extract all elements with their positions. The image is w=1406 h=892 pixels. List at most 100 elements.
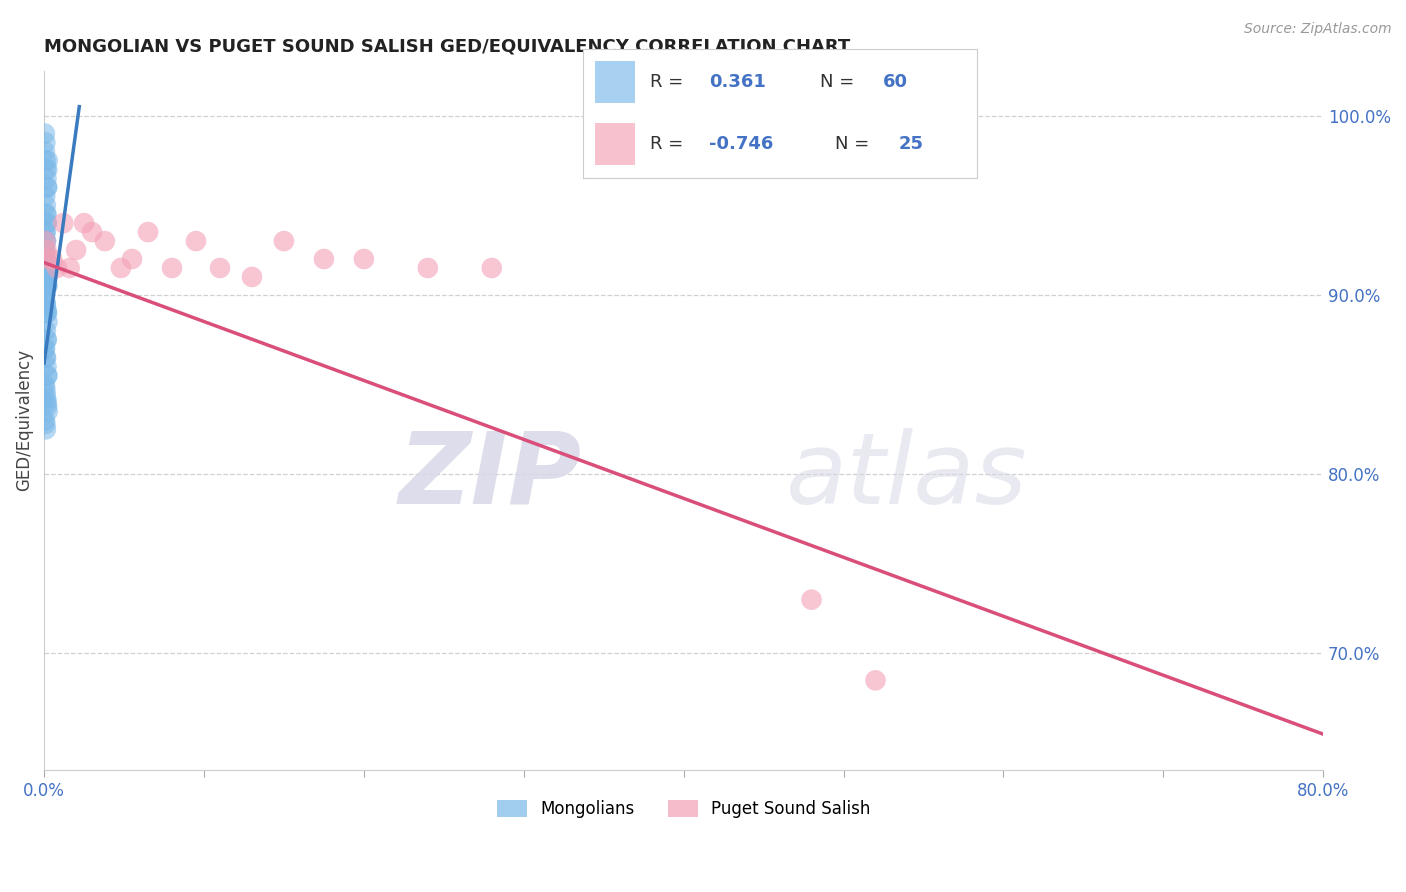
Point — [35, 207, 58, 221]
Point — [34, 417, 56, 431]
Text: Source: ZipAtlas.com: Source: ZipAtlas.com — [1244, 22, 1392, 37]
Point — [34, 342, 56, 356]
Text: R =: R = — [651, 135, 683, 153]
Point — [35, 422, 58, 436]
Point — [35, 216, 58, 230]
Point — [37, 368, 59, 383]
Point — [35, 359, 58, 374]
Point — [52, 216, 75, 230]
Point — [35, 269, 58, 284]
Point — [34, 234, 56, 248]
Point — [35, 279, 58, 293]
Point — [34, 288, 56, 302]
Point — [35, 252, 58, 266]
Point — [35, 216, 58, 230]
Point — [34, 243, 56, 257]
Point — [34, 260, 56, 275]
Point — [35, 333, 58, 347]
Point — [37, 279, 59, 293]
Point — [41, 252, 63, 266]
Point — [34, 225, 56, 239]
Text: atlas: atlas — [786, 428, 1028, 524]
Point — [353, 252, 375, 266]
Point — [34, 342, 56, 356]
Point — [35, 243, 58, 257]
Point — [34, 279, 56, 293]
Point — [160, 260, 183, 275]
Point — [37, 162, 59, 177]
Point — [73, 216, 96, 230]
Point — [121, 252, 143, 266]
Bar — [595, 123, 634, 166]
Point — [34, 351, 56, 365]
Point — [65, 243, 87, 257]
Point — [37, 153, 59, 168]
Text: -0.746: -0.746 — [710, 135, 773, 153]
Legend: Mongolians, Puget Sound Salish: Mongolians, Puget Sound Salish — [491, 793, 877, 824]
Point — [59, 260, 82, 275]
Point — [34, 377, 56, 392]
Point — [35, 351, 58, 365]
Y-axis label: GED/Equivalency: GED/Equivalency — [15, 350, 32, 491]
Point — [37, 180, 59, 194]
Point — [37, 306, 59, 320]
Point — [35, 392, 58, 406]
Point — [34, 145, 56, 159]
Point — [94, 234, 117, 248]
Point — [34, 381, 56, 395]
Point — [35, 324, 58, 338]
Point — [34, 297, 56, 311]
Point — [35, 234, 58, 248]
Point — [800, 592, 823, 607]
Point — [35, 302, 58, 317]
Point — [35, 306, 58, 320]
Text: N =: N = — [820, 73, 853, 91]
Point — [273, 234, 295, 248]
Point — [34, 269, 56, 284]
Point — [45, 260, 67, 275]
Point — [34, 136, 56, 150]
Point — [35, 207, 58, 221]
Point — [35, 333, 58, 347]
Point — [184, 234, 207, 248]
Point — [34, 269, 56, 284]
Point — [34, 288, 56, 302]
Point — [35, 198, 58, 212]
Point — [35, 260, 58, 275]
Point — [35, 171, 58, 186]
Point — [34, 225, 56, 239]
Point — [34, 413, 56, 427]
Point — [37, 252, 59, 266]
Point — [34, 127, 56, 141]
Text: MONGOLIAN VS PUGET SOUND SALISH GED/EQUIVALENCY CORRELATION CHART: MONGOLIAN VS PUGET SOUND SALISH GED/EQUI… — [44, 37, 851, 55]
Point — [80, 225, 103, 239]
Point — [312, 252, 335, 266]
Point — [35, 297, 58, 311]
Point — [35, 386, 58, 401]
Point — [35, 180, 58, 194]
Point — [35, 153, 58, 168]
Point — [481, 260, 503, 275]
Point — [37, 399, 59, 413]
Point — [208, 260, 231, 275]
Text: 25: 25 — [898, 135, 924, 153]
Point — [34, 189, 56, 203]
Point — [865, 673, 887, 688]
Point — [240, 269, 263, 284]
Text: 60: 60 — [883, 73, 908, 91]
Point — [34, 243, 56, 257]
Point — [136, 225, 159, 239]
Point — [416, 260, 439, 275]
Text: ZIP: ZIP — [398, 428, 581, 524]
Point — [37, 315, 59, 329]
Point — [35, 234, 58, 248]
Point — [37, 404, 59, 418]
Point — [35, 162, 58, 177]
Point — [35, 395, 58, 409]
Point — [110, 260, 132, 275]
Text: N =: N = — [835, 135, 870, 153]
Text: R =: R = — [651, 73, 683, 91]
Point — [34, 252, 56, 266]
Bar — [595, 61, 634, 103]
Point — [35, 368, 58, 383]
